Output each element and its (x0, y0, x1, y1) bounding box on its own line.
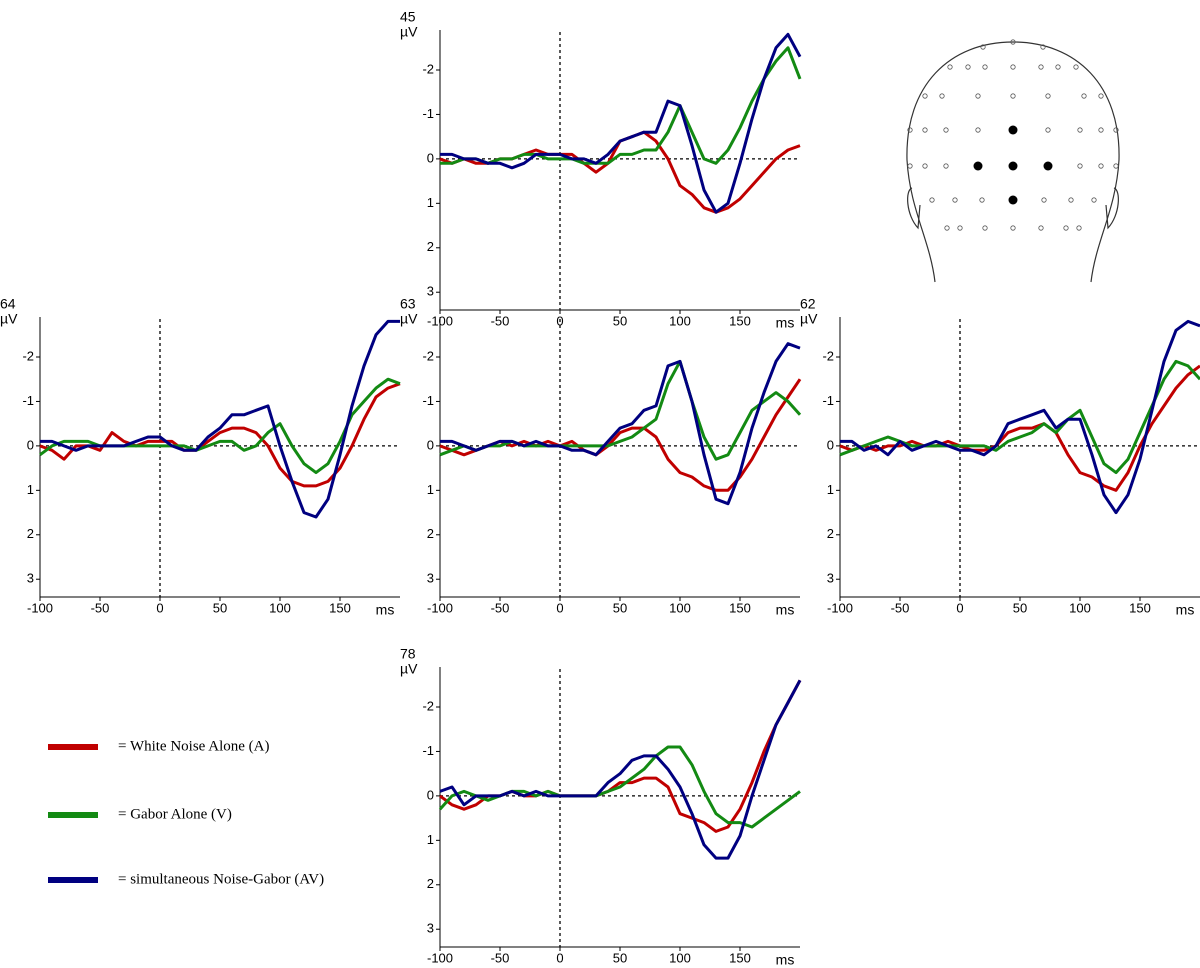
selected-electrodes (973, 125, 1053, 205)
x-axis-label: ms (1176, 602, 1195, 618)
y-tick-label: 3 (27, 571, 34, 586)
erp-line (439, 359, 802, 461)
y-tick-label: 1 (827, 482, 834, 497)
x-tick-label: 0 (556, 950, 563, 965)
panel-title: 62 (800, 296, 816, 312)
erp-line (440, 342, 801, 506)
y-tick-label: 0 (427, 787, 434, 802)
y-tick-label: 3 (427, 921, 434, 936)
y-tick-label: 3 (427, 571, 434, 586)
erp-line (439, 679, 802, 833)
erp-line (839, 364, 1200, 492)
y-tick-label: 0 (27, 437, 34, 452)
legend-label: = simultaneous Noise-Gabor (AV) (118, 871, 324, 887)
x-tick-label: 150 (729, 313, 751, 328)
y-tick-label: -1 (22, 393, 34, 408)
erp-line (39, 382, 401, 488)
x-tick-label: -100 (427, 950, 453, 965)
y-axis-label: µV (0, 311, 18, 327)
y-tick-label: -2 (822, 348, 834, 363)
y-tick-label: 2 (27, 526, 34, 541)
legend-label: = White Noise Alone (A) (118, 738, 270, 754)
y-axis-label: µV (400, 661, 418, 677)
erp-line (40, 319, 400, 519)
head-outline (906, 41, 1120, 283)
y-tick-label: -1 (422, 106, 434, 121)
x-tick-label: 100 (669, 600, 691, 615)
y-axis-label: µV (800, 311, 818, 327)
panel-title: 64 (0, 296, 16, 312)
y-tick-label: 2 (827, 526, 834, 541)
y-tick-label: 0 (827, 437, 834, 452)
y-tick-label: -1 (422, 393, 434, 408)
y-tick-label: -2 (22, 348, 34, 363)
y-axis-label: µV (400, 311, 418, 327)
x-tick-label: 150 (1129, 600, 1151, 615)
y-tick-label: 0 (427, 437, 434, 452)
x-tick-label: 100 (669, 950, 691, 965)
x-tick-label: 50 (213, 600, 227, 615)
x-tick-label: -50 (891, 600, 910, 615)
x-axis-label: ms (776, 602, 795, 618)
x-tick-label: -100 (427, 600, 453, 615)
erp-line (840, 319, 1200, 515)
panel-title: 78 (400, 646, 416, 662)
x-tick-label: -100 (827, 600, 853, 615)
y-tick-label: 2 (427, 876, 434, 891)
x-tick-label: 150 (729, 950, 751, 965)
left-ear (907, 187, 921, 230)
x-tick-label: -50 (91, 600, 110, 615)
panel-title: 45 (400, 9, 416, 25)
erp-line (439, 378, 802, 492)
x-tick-label: -50 (491, 600, 510, 615)
erp-line (839, 359, 1200, 475)
head-diagram (906, 39, 1120, 283)
x-tick-label: 150 (329, 600, 351, 615)
x-tick-label: 50 (613, 600, 627, 615)
y-tick-label: -1 (422, 743, 434, 758)
y-tick-label: 1 (427, 195, 434, 210)
y-tick-label: 3 (427, 284, 434, 299)
x-tick-label: 150 (729, 600, 751, 615)
x-tick-label: 0 (556, 600, 563, 615)
y-tick-label: 3 (827, 571, 834, 586)
right-ear (1105, 187, 1119, 230)
x-tick-label: 100 (1069, 600, 1091, 615)
x-axis-label: ms (776, 315, 795, 331)
x-tick-label: -50 (491, 950, 510, 965)
x-tick-label: 50 (613, 313, 627, 328)
x-tick-label: -50 (491, 313, 510, 328)
electrodes (907, 39, 1119, 231)
erp-line (439, 679, 802, 860)
y-tick-label: -2 (422, 698, 434, 713)
y-tick-label: 2 (427, 526, 434, 541)
x-tick-label: 50 (1013, 600, 1027, 615)
x-tick-label: 100 (269, 600, 291, 615)
x-tick-label: 50 (613, 950, 627, 965)
y-tick-label: -2 (422, 61, 434, 76)
y-tick-label: 1 (427, 482, 434, 497)
legend-label: = Gabor Alone (V) (118, 806, 232, 822)
x-tick-label: 100 (669, 313, 691, 328)
y-tick-label: -1 (822, 393, 834, 408)
x-axis-label: ms (376, 602, 395, 618)
x-tick-label: 0 (156, 600, 163, 615)
erp-line (440, 32, 802, 214)
y-axis-label: µV (400, 24, 418, 40)
x-tick-label: -100 (27, 600, 53, 615)
y-tick-label: -2 (422, 348, 434, 363)
y-tick-label: 2 (427, 239, 434, 254)
x-tick-label: 0 (956, 600, 963, 615)
erp-line (440, 46, 802, 165)
y-tick-label: 0 (427, 150, 434, 165)
y-tick-label: 1 (27, 482, 34, 497)
y-tick-label: 1 (427, 832, 434, 847)
panel-title: 63 (400, 296, 416, 312)
x-axis-label: ms (776, 952, 795, 968)
